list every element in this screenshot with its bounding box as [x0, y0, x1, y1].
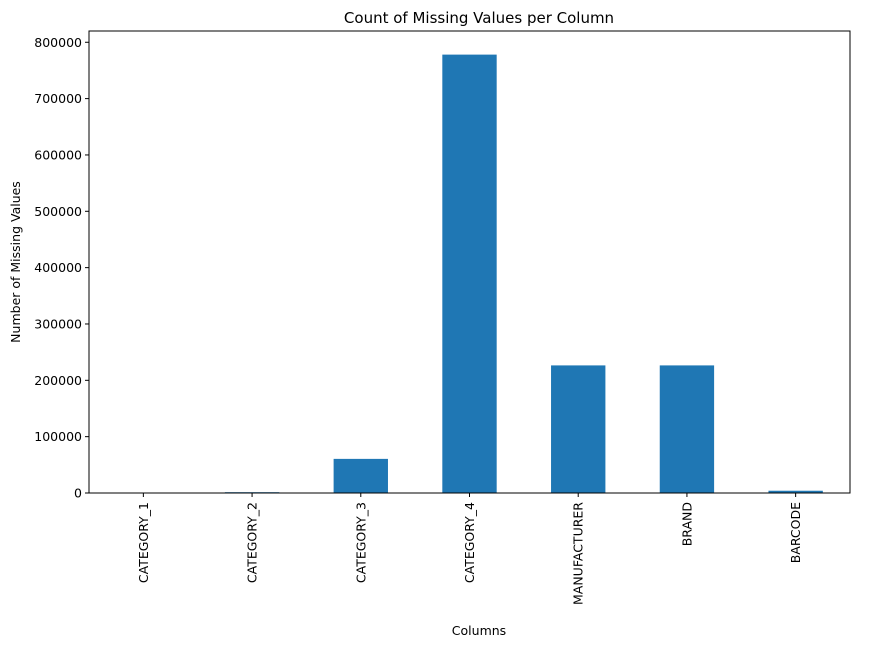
bar-category-3 — [333, 458, 388, 493]
x-tick-label: BRAND — [679, 502, 694, 546]
x-tick-label: CATEGORY_3 — [353, 502, 368, 583]
y-tick-label: 300000 — [34, 316, 82, 331]
plot-frame — [88, 30, 851, 494]
x-tick-label: BARCODE — [788, 502, 803, 563]
chart-title: Count of Missing Values per Column — [344, 9, 614, 27]
x-axis-ticks: CATEGORY_1 CATEGORY_2 CATEGORY_3 CATEGORY_4… — [136, 493, 803, 605]
bars-group — [116, 54, 823, 494]
y-tick-label: 600000 — [34, 147, 82, 162]
y-tick-label: 500000 — [34, 204, 82, 219]
x-tick-label: CATEGORY_2 — [245, 502, 260, 583]
y-tick-label: 100000 — [34, 429, 82, 444]
y-axis-label: Number of Missing Values — [8, 181, 23, 343]
y-tick-label: 200000 — [34, 373, 82, 388]
x-tick-label: CATEGORY_1 — [136, 502, 151, 583]
bar-category-4 — [442, 54, 497, 494]
bar-manufacturer — [551, 365, 606, 493]
x-tick-label: CATEGORY_4 — [462, 502, 477, 583]
x-axis-label: Columns — [452, 623, 506, 638]
y-tick-label: 800000 — [34, 35, 82, 50]
bar-barcode — [768, 490, 823, 493]
y-tick-label: 0 — [74, 486, 82, 501]
bar-brand — [659, 365, 715, 493]
y-axis-ticks: 0 100000 200000 300000 400000 500000 600000 700… — [34, 35, 89, 501]
y-tick-label: 400000 — [34, 260, 82, 275]
y-tick-label: 700000 — [34, 91, 82, 106]
x-tick-label: MANUFACTURER — [571, 502, 586, 605]
